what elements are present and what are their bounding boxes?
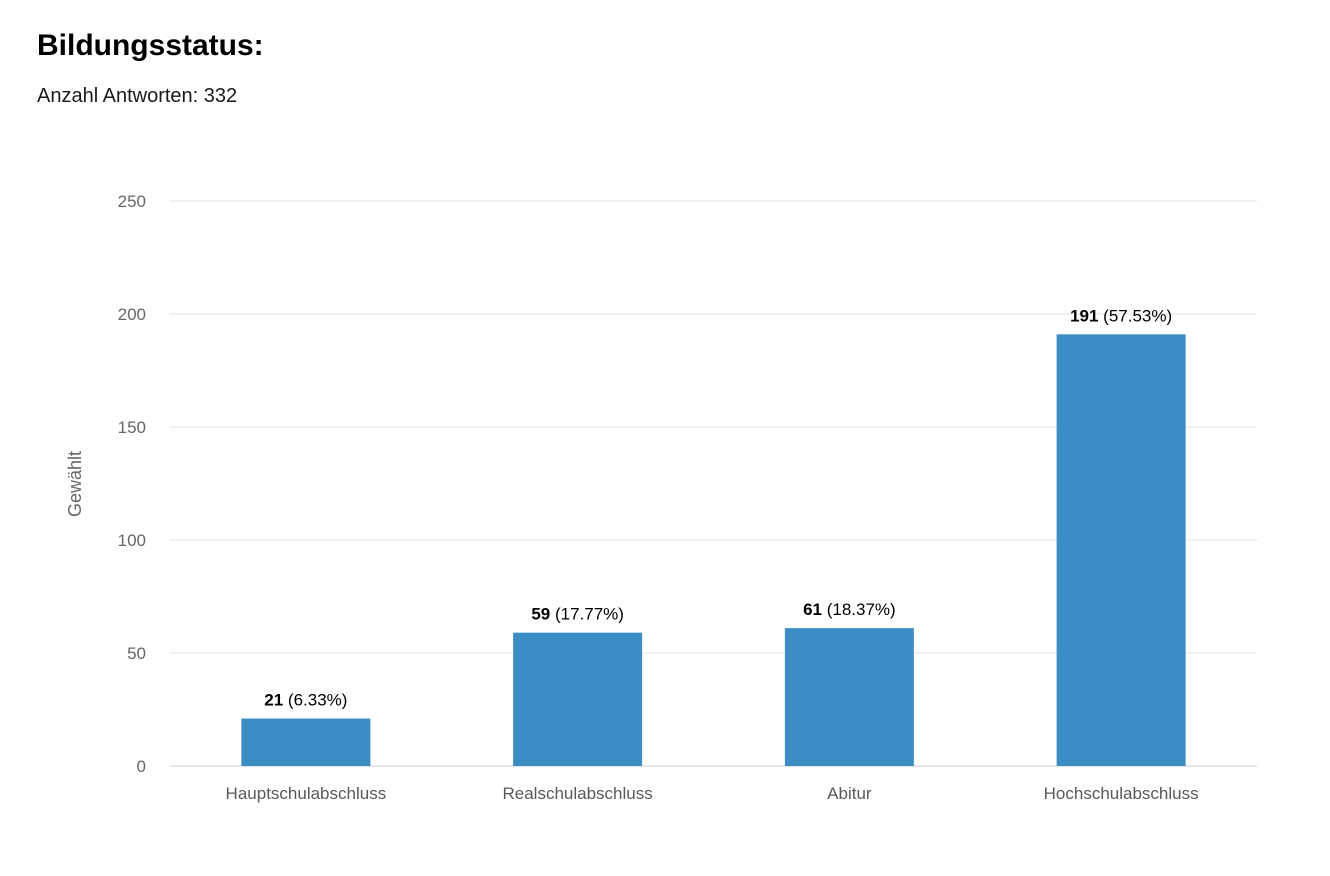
bar-realschulabschluss[interactable] — [513, 632, 643, 766]
y-tick-label: 50 — [127, 644, 146, 663]
data-label-percent: (6.33%) — [283, 691, 347, 710]
data-label-percent: (18.37%) — [822, 600, 896, 619]
x-axis-categories: Hauptschulabschluss Realschulabschluss Abi… — [226, 784, 1199, 803]
x-category-label: Abitur — [827, 784, 872, 803]
x-category-label: Hauptschulabschluss — [226, 784, 387, 803]
y-tick-label: 100 — [118, 531, 146, 550]
x-category-label: Realschulabschluss — [503, 784, 653, 803]
chart-title: Bildungsstatus: — [37, 29, 264, 62]
data-label: 21 (6.33%) — [264, 691, 347, 710]
data-label-value: 59 — [531, 605, 550, 624]
response-count: Anzahl Antworten: 332 — [37, 85, 238, 107]
data-label-value: 61 — [803, 600, 822, 619]
data-label-value: 21 — [264, 691, 283, 710]
y-tick-label: 150 — [118, 418, 146, 437]
bar-hauptschulabschluss[interactable] — [241, 718, 371, 766]
data-label: 59 (17.77%) — [531, 605, 624, 624]
data-label-value: 191 — [1070, 306, 1098, 325]
x-category-label: Hochschulabschluss — [1044, 784, 1199, 803]
data-label: 191 (57.53%) — [1070, 306, 1172, 325]
y-axis-ticks: 0 50 100 150 200 250 — [118, 192, 146, 776]
data-label-percent: (17.77%) — [550, 605, 624, 624]
chart-header: Bildungsstatus: Anzahl Antworten: 332 — [37, 24, 264, 110]
bar-abitur[interactable] — [784, 628, 914, 766]
data-labels: 21 (6.33%) 59 (17.77%) 61 (18.37%) 191 (57.… — [264, 306, 1172, 709]
data-label: 61 (18.37%) — [803, 600, 896, 619]
y-tick-label: 0 — [137, 757, 146, 776]
y-tick-label: 200 — [118, 305, 146, 324]
bar-hochschulabschluss[interactable] — [1056, 334, 1186, 766]
y-axis-title: Gewählt — [65, 451, 85, 517]
y-tick-label: 250 — [118, 192, 146, 211]
data-label-percent: (57.53%) — [1098, 306, 1172, 325]
bars — [241, 334, 1186, 766]
